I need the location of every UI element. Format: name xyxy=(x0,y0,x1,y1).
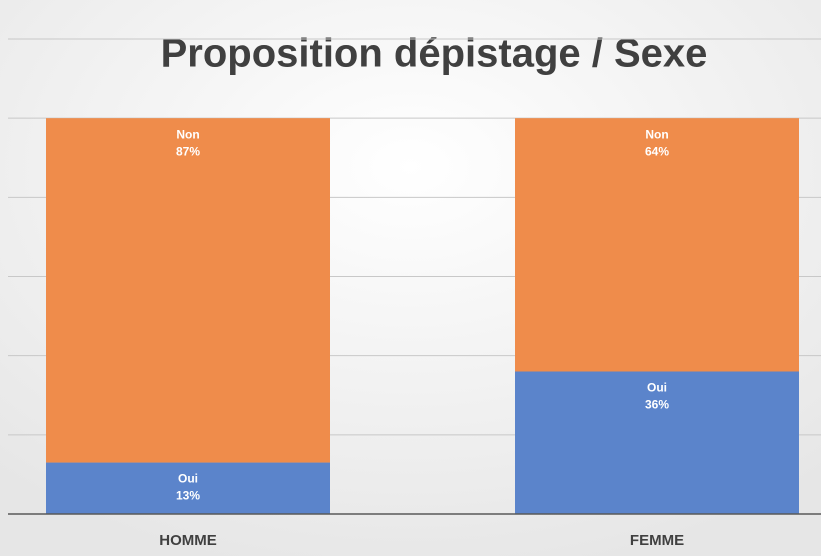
bar-segment xyxy=(46,118,330,463)
data-label-series: Oui xyxy=(178,472,198,486)
data-label-series: Non xyxy=(645,127,668,141)
data-label-series: Non xyxy=(176,127,199,141)
chart-title: Proposition dépistage / Sexe xyxy=(161,32,708,76)
data-label: 64% xyxy=(645,144,669,158)
bar-segment xyxy=(515,371,799,514)
bar-segment xyxy=(515,118,799,372)
data-label: 36% xyxy=(645,398,669,412)
data-label: 13% xyxy=(176,489,200,503)
x-tick-label: HOMME xyxy=(159,532,217,549)
data-label-series: Oui xyxy=(647,381,667,395)
data-label: 87% xyxy=(176,144,200,158)
bar-segment xyxy=(46,462,330,514)
x-tick-label: FEMME xyxy=(630,532,684,549)
